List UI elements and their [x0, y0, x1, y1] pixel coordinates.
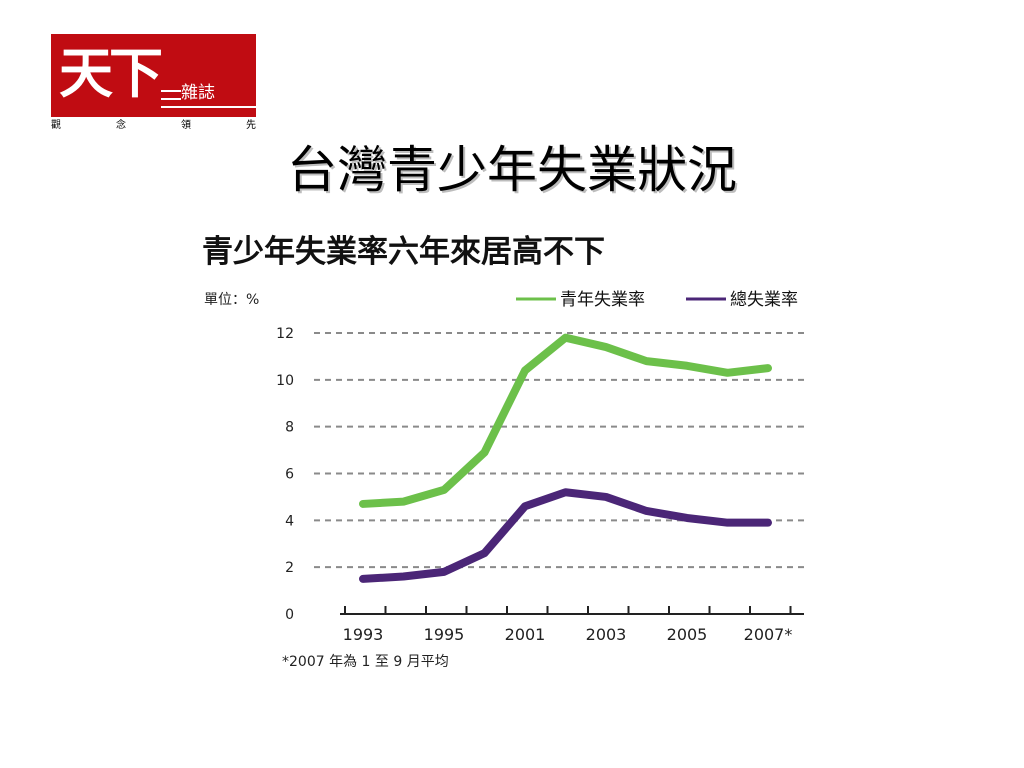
x-tick-label: 1993 — [343, 625, 384, 644]
x-axis: 1993 1995 2001 2003 2005 2007* — [340, 606, 804, 644]
y-tick-label: 6 — [285, 467, 294, 483]
y-tick-label: 8 — [285, 420, 294, 436]
logo-motto-char: 先 — [246, 120, 256, 131]
logo-motto-char: 觀 — [51, 120, 61, 131]
logo-motto: 觀 念 領 先 — [51, 120, 256, 132]
unit-label: 單位：% — [204, 292, 259, 308]
legend-label: 青年失業率 — [560, 290, 645, 310]
logo-stripe — [161, 98, 181, 100]
logo-red-panel: 天下 雜誌 — [51, 34, 256, 117]
legend-label: 總失業率 — [730, 290, 798, 310]
x-tick-label: 2005 — [667, 625, 708, 644]
logo-stripe — [161, 90, 181, 92]
x-tick-label: 2001 — [505, 625, 546, 644]
x-tick-label: 2003 — [586, 625, 627, 644]
chart-footnote: *2007 年為 1 至 9 月平均 — [282, 654, 449, 670]
series-line — [359, 333, 772, 508]
chart-title: 青少年失業率六年來居高不下 — [202, 234, 605, 270]
logo-main-text: 天下 — [59, 41, 163, 105]
y-tick-label: 4 — [285, 513, 294, 529]
series-line — [359, 488, 772, 583]
y-tick-label: 2 — [285, 560, 294, 576]
x-tick-label: 2007* — [744, 625, 793, 644]
series-lines — [359, 333, 772, 583]
gridlines: 0 2 4 6 8 10 12 — [276, 326, 804, 623]
logo-magazine-text: 雜誌 — [181, 83, 215, 103]
y-tick-label: 0 — [285, 607, 294, 623]
legend: 青年失業率 總失業率 — [516, 290, 798, 310]
tianxia-magazine-logo: 天下 雜誌 觀 念 領 先 — [51, 34, 256, 134]
logo-motto-char: 領 — [181, 120, 191, 131]
y-tick-label: 12 — [276, 326, 294, 342]
logo-motto-char: 念 — [116, 120, 126, 131]
y-tick-label: 10 — [276, 373, 294, 389]
slide-title: 台灣青少年失業狀況 — [287, 141, 737, 199]
logo-stripe — [161, 106, 256, 108]
x-tick-label: 1995 — [424, 625, 465, 644]
